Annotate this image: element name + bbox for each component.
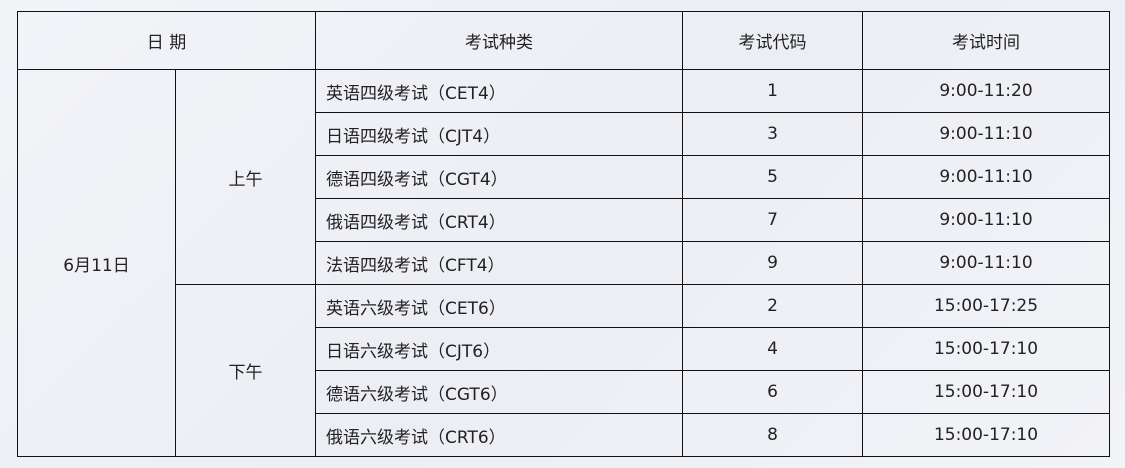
exam-name: 英语四级考试（CET4） [315,69,683,113]
exam-schedule-table: 日 期 考试种类 考试代码 考试时间 6月11日 上午 英语四级考试（CET4） 1 9… [17,11,1110,457]
table-row: 日语四级考试（CJT4） 3 9:00-11:10 [18,112,1110,156]
exam-name: 日语六级考试（CJT6） [315,327,683,371]
exam-code: 3 [682,112,863,156]
exam-name: 俄语四级考试（CRT4） [315,198,683,242]
header-time: 考试时间 [862,11,1110,70]
exam-time: 15:00-17:10 [862,370,1110,414]
exam-name: 法语四级考试（CFT4） [315,241,683,285]
exam-code: 5 [682,155,863,199]
header-type: 考试种类 [315,11,683,70]
session-cell: 下午 [175,284,316,457]
exam-time: 9:00-11:10 [862,241,1110,285]
exam-name: 日语四级考试（CJT4） [315,112,683,156]
session-cell: 上午 [175,69,316,285]
exam-name: 俄语六级考试（CRT6） [315,413,683,457]
exam-time: 15:00-17:10 [862,413,1110,457]
table-row: 德语四级考试（CGT4） 5 9:00-11:10 [18,155,1110,199]
exam-time: 15:00-17:10 [862,327,1110,371]
exam-code: 4 [682,327,863,371]
header-date: 日 期 [17,11,316,70]
exam-time: 15:00-17:25 [862,284,1110,328]
exam-time: 9:00-11:10 [862,198,1110,242]
header-code: 考试代码 [682,11,863,70]
exam-name: 德语四级考试（CGT4） [315,155,683,199]
table-row: 6月11日 上午 英语四级考试（CET4） 1 9:00-11:20 [17,69,1110,457]
exam-time: 9:00-11:10 [862,155,1110,199]
date-cell: 6月11日 [17,69,176,457]
exam-code: 9 [682,241,863,285]
exam-time: 9:00-11:10 [862,112,1110,156]
exam-code: 7 [682,198,863,242]
exam-code: 8 [682,413,863,457]
header-row: 日 期 考试种类 考试代码 考试时间 [17,11,1110,70]
table-row: 日语六级考试（CJT6） 4 15:00-17:10 [18,327,1110,371]
table-row: 俄语六级考试（CRT6） 8 15:00-17:10 [18,413,1110,457]
exam-name: 德语六级考试（CGT6） [315,370,683,414]
exam-code: 1 [682,69,863,113]
exam-code: 6 [682,370,863,414]
table-row: 法语四级考试（CFT4） 9 9:00-11:10 [18,241,1110,285]
table-row: 下午 英语六级考试（CET6） 2 15:00-17:25 [18,284,1110,457]
exam-time: 9:00-11:20 [862,69,1110,113]
exam-name: 英语六级考试（CET6） [315,284,683,328]
exam-code: 2 [682,284,863,328]
